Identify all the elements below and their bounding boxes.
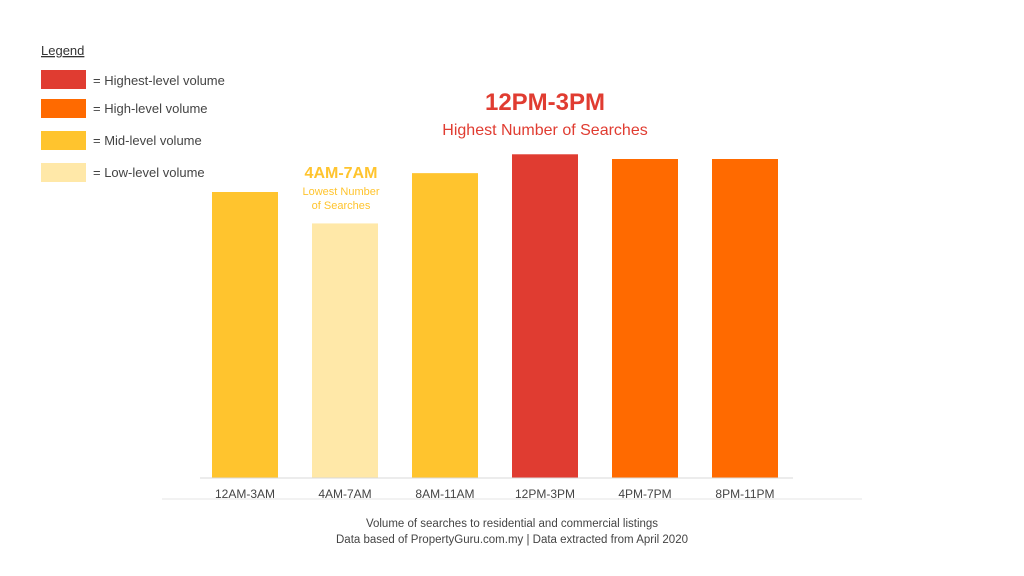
bar-12pm-3pm <box>512 154 578 479</box>
legend-label-mid: = Mid-level volume <box>93 133 202 148</box>
legend-swatch-high <box>41 99 86 118</box>
lowest-annotation-title: 4AM-7AM <box>305 165 378 182</box>
caption-line2: Data based of PropertyGuru.com.my | Data… <box>336 534 688 546</box>
bar-8pm-11pm <box>712 159 778 478</box>
bar-4pm-7pm <box>612 159 678 478</box>
legend-swatch-low <box>41 163 86 182</box>
lowest-annotation-subtitle-line2: of Searches <box>312 200 371 212</box>
x-tick-4am-7am: 4AM-7AM <box>318 487 371 501</box>
highest-annotation-title: 12PM-3PM <box>485 89 605 116</box>
bar-4am-7am <box>312 223 378 478</box>
x-tick-12am-3am: 12AM-3AM <box>215 487 275 501</box>
legend-title: Legend <box>41 43 84 58</box>
x-tick-12pm-3pm: 12PM-3PM <box>515 487 575 501</box>
x-tick-4pm-7pm: 4PM-7PM <box>618 487 671 501</box>
bar-8am-11am <box>412 173 478 478</box>
legend: Legend = Highest-level volume = High-lev… <box>41 43 225 182</box>
x-tick-8am-11am: 8AM-11AM <box>415 487 474 501</box>
highest-annotation-subtitle: Highest Number of Searches <box>442 122 647 139</box>
x-tick-8pm-11pm: 8PM-11PM <box>715 487 774 501</box>
bars-group <box>212 154 778 479</box>
lowest-annotation-subtitle-line1: Lowest Number <box>302 186 379 198</box>
legend-label-high: = High-level volume <box>93 101 208 116</box>
legend-label-highest: = Highest-level volume <box>93 73 225 88</box>
legend-label-low: = Low-level volume <box>93 165 205 180</box>
caption-line1: Volume of searches to residential and co… <box>366 518 658 530</box>
legend-swatch-mid <box>41 131 86 150</box>
x-tick-labels: 12AM-3AM 4AM-7AM 8AM-11AM 12PM-3PM 4PM-7PM 8P… <box>215 487 775 501</box>
bar-12am-3am <box>212 192 278 478</box>
legend-swatch-highest <box>41 70 86 89</box>
